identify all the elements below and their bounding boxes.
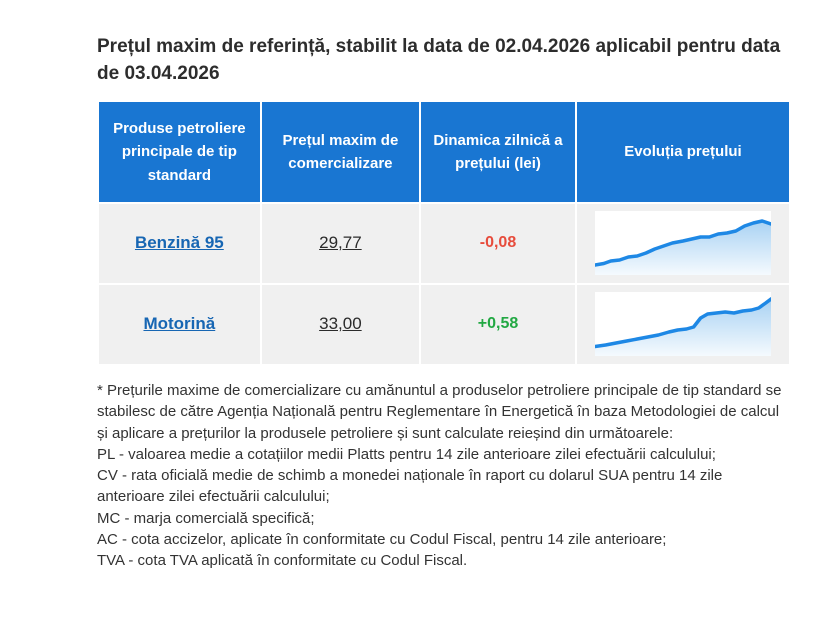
daily-change-benzina-95: -0,08	[479, 234, 517, 252]
footnote: * Prețurile maxime de comercializare cu …	[97, 380, 791, 572]
page-title: Prețul maxim de referință, stabilit la d…	[97, 36, 781, 84]
daily-change-motorina: +0,58	[477, 315, 519, 333]
product-link-motorina[interactable]: Motorină	[143, 314, 216, 334]
table-row-benzina-95: Benzină 95 29,77 -0,08	[99, 203, 789, 283]
footnote-ac: AC - cota accizelor, aplicate în conform…	[97, 531, 667, 549]
column-header-product: Produse petroliere principale de tip sta…	[99, 101, 260, 202]
footnote-cv: CV - rata oficială medie de schimb a mon…	[97, 467, 723, 506]
price-value-benzina-95[interactable]: 29,77	[319, 233, 362, 253]
price-trend-chart-benzina-95	[594, 211, 771, 276]
footnote-pl: PL - valoarea medie a cotațiilor medii P…	[97, 445, 716, 463]
column-header-daily-change: Dinamica zilnică a prețului (lei)	[421, 101, 575, 202]
table-header-row: Produse petroliere principale de tip sta…	[99, 101, 789, 202]
column-header-max-price: Prețul maxim de comercializare	[261, 101, 420, 202]
price-value-motorina[interactable]: 33,00	[319, 314, 362, 334]
footnote-intro: * Prețurile maxime de comercializare cu …	[97, 381, 782, 442]
footnote-mc: MC - marja comercială specifică;	[97, 509, 315, 527]
table-row-motorina: Motorină 33,00 +0,58	[99, 284, 789, 364]
content-area: Prețul maxim de referință, stabilit la d…	[97, 34, 791, 572]
footnote-tva: TVA - cota TVA aplicată în conformitate …	[97, 552, 468, 570]
fuel-price-table: Produse petroliere principale de tip sta…	[97, 100, 791, 366]
product-link-benzina-95[interactable]: Benzină 95	[134, 233, 224, 253]
column-header-price-evolution: Evoluția prețului	[576, 101, 789, 202]
price-trend-chart-motorina	[594, 292, 771, 357]
